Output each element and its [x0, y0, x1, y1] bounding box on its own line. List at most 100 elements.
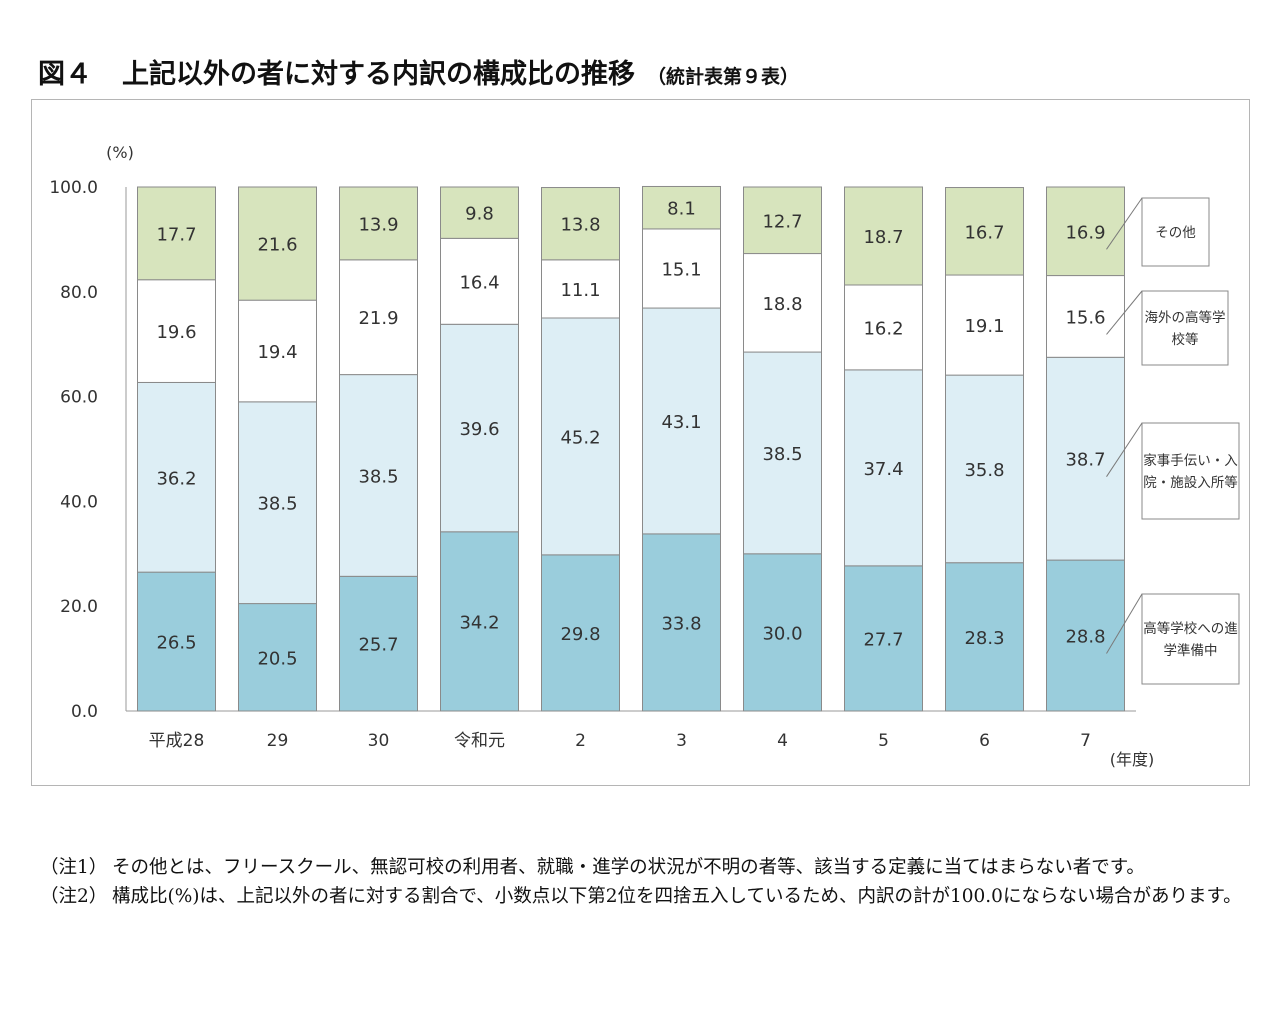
- bar-segment-4: [541, 187, 620, 261]
- legend-label: 校等: [1172, 331, 1199, 348]
- x-tick-label: 4: [777, 731, 788, 751]
- x-tick-label: 29: [267, 731, 289, 751]
- data-label: 34.2: [459, 612, 499, 633]
- figure-main-title: 上記以外の者に対する内訳の構成比の推移: [122, 59, 635, 90]
- data-label: 27.7: [863, 629, 903, 650]
- data-label: 38.5: [257, 494, 297, 515]
- data-label: 17.7: [156, 224, 196, 245]
- data-label: 11.1: [560, 280, 600, 301]
- note-2-label: （注2）: [40, 886, 108, 907]
- x-tick-label: 平成28: [149, 731, 205, 751]
- x-tick-label: 5: [878, 731, 889, 751]
- bar-segment-4: [339, 186, 418, 261]
- data-label: 16.7: [964, 222, 1004, 243]
- y-tick-label: 80.0: [60, 283, 98, 303]
- legend-box: [1141, 422, 1240, 520]
- bar-segment-3: [945, 274, 1024, 376]
- bar-segment-2: [1046, 356, 1125, 561]
- x-tick-label: 7: [1080, 731, 1091, 751]
- bar-segment-4: [137, 186, 216, 281]
- legend-box: [1141, 197, 1210, 267]
- bar-segment-4: [945, 187, 1024, 276]
- y-tick-label: 0.0: [71, 702, 98, 722]
- bar-segment-2: [440, 323, 519, 533]
- bar-segment-3: [137, 279, 216, 383]
- data-label: 33.8: [661, 613, 701, 634]
- bar-segment-3: [541, 259, 620, 319]
- data-label: 16.2: [863, 318, 903, 339]
- bar-segment-1: [642, 533, 721, 712]
- data-label: 28.8: [1065, 627, 1105, 648]
- data-label: 21.6: [257, 235, 297, 256]
- bar-segment-1: [137, 571, 216, 712]
- data-label: 38.7: [1065, 450, 1105, 471]
- data-label: 45.2: [560, 427, 600, 448]
- note-1: （注1） その他とは、フリースクール、無認可校の利用者、就職・進学の状況が不明の…: [40, 853, 1260, 882]
- bar-segment-1: [1046, 559, 1125, 712]
- bar-segment-3: [642, 228, 721, 309]
- bar-segment-1: [238, 603, 317, 712]
- bar-segment-1: [339, 575, 418, 712]
- note-1-text: その他とは、フリースクール、無認可校の利用者、就職・進学の状況が不明の者等、該当…: [112, 857, 1145, 878]
- data-label: 8.1: [667, 199, 696, 220]
- data-label: 29.8: [560, 624, 600, 645]
- legend-label: 学準備中: [1164, 643, 1218, 659]
- bar-segment-4: [1046, 186, 1125, 277]
- data-label: 19.6: [156, 322, 196, 343]
- y-tick-label: 20.0: [60, 597, 98, 617]
- figure-title: 図４ 上記以外の者に対する内訳の構成比の推移 （統計表第９表）: [34, 52, 799, 91]
- bar-segment-3: [844, 284, 923, 371]
- data-label: 30.0: [762, 623, 802, 644]
- data-label: 18.8: [762, 294, 802, 315]
- data-label: 9.8: [465, 204, 494, 225]
- data-label: 19.4: [257, 342, 297, 363]
- chart-frame: (%) 0.0 20.0 40.0 60.0 80.0 100.0 26.5 36.2 19.6 1…: [31, 99, 1250, 786]
- legend-label: 高等学校への進: [1143, 620, 1238, 637]
- data-label: 35.8: [964, 460, 1004, 481]
- bar-segment-3: [238, 299, 317, 403]
- y-tick-label: 40.0: [60, 492, 98, 512]
- y-axis-unit-label: (%): [106, 143, 134, 162]
- legend-box: [1141, 290, 1229, 366]
- legend-leader-line: [1106, 197, 1143, 250]
- figure-source: （統計表第９表）: [647, 66, 800, 88]
- data-label: 15.1: [661, 259, 701, 280]
- x-axis-unit-label: (年度): [1110, 750, 1155, 769]
- data-label: 39.6: [459, 419, 499, 440]
- bar-segment-3: [440, 237, 519, 325]
- data-label: 12.7: [762, 211, 802, 232]
- bar-segment-2: [541, 317, 620, 556]
- data-label: 26.5: [156, 633, 196, 654]
- data-label: 16.4: [459, 272, 499, 293]
- stacked-bar-chart: (%) 0.0 20.0 40.0 60.0 80.0 100.0 26.5 36.2 19.6 1…: [49, 143, 1240, 769]
- legend-label: 海外の高等学: [1145, 309, 1226, 326]
- bar-segment-1: [440, 531, 519, 712]
- y-tick-label: 100.0: [49, 178, 98, 198]
- x-tick-label: 2: [575, 731, 586, 751]
- figure-number: 図４: [38, 59, 92, 90]
- data-label: 28.3: [964, 628, 1004, 649]
- bar-segment-4: [844, 186, 923, 286]
- bar-segment-2: [743, 351, 822, 555]
- data-label: 20.5: [257, 648, 297, 669]
- legend-leader-line: [1106, 422, 1143, 477]
- legend-label: 家事手伝い・入: [1143, 452, 1238, 469]
- x-tick-label: 30: [368, 731, 390, 751]
- data-label: 25.7: [358, 635, 398, 656]
- data-label: 13.8: [560, 215, 600, 236]
- bar-segment-3: [1046, 275, 1125, 358]
- bar-segment-1: [945, 562, 1024, 712]
- legend-leader-line: [1106, 593, 1143, 654]
- data-label: 13.9: [358, 214, 398, 235]
- bar-segment-4: [238, 186, 317, 301]
- data-label: 16.9: [1065, 222, 1105, 243]
- bar-segment-1: [541, 554, 620, 712]
- bar-segment-4: [743, 186, 822, 255]
- bar-segment-1: [743, 553, 822, 712]
- bar-segment-4: [440, 186, 519, 239]
- bar-segment-2: [945, 374, 1024, 564]
- x-tick-label: 令和元: [454, 731, 505, 751]
- x-tick-label: 6: [979, 731, 990, 751]
- data-label: 43.1: [661, 412, 701, 433]
- data-label: 19.1: [964, 316, 1004, 337]
